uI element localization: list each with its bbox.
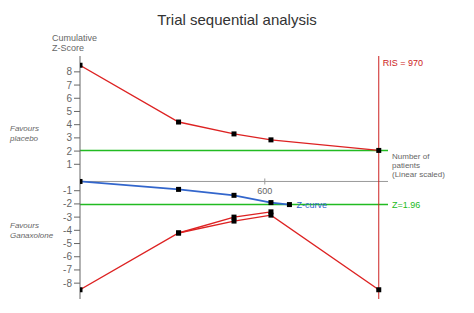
svg-text:3: 3: [66, 132, 72, 143]
svg-text:-4: -4: [63, 225, 72, 236]
svg-text:600: 600: [257, 186, 272, 196]
svg-text:4: 4: [66, 119, 72, 130]
svg-text:1: 1: [66, 159, 72, 170]
svg-text:Z-curve: Z-curve: [296, 200, 327, 210]
svg-text:2: 2: [66, 146, 72, 157]
html-text:Favours Ganaxolone: Favours Ganaxolone: [10, 221, 54, 240]
svg-text:-8: -8: [63, 278, 72, 289]
svg-text:-5: -5: [63, 238, 72, 249]
svg-text:7: 7: [66, 80, 72, 91]
html-text:Trial sequential analysis: Trial sequential analysis: [157, 11, 317, 28]
svg-text:Number ofpatients(Linear scale: Number ofpatients(Linear scaled): [392, 152, 445, 179]
svg-text:-7: -7: [63, 264, 72, 275]
svg-text:6: 6: [66, 93, 72, 104]
svg-text:RIS = 970: RIS = 970: [383, 58, 423, 68]
svg-text:-3: -3: [63, 212, 72, 223]
html-text:Favours placebo: Favours placebo: [10, 123, 39, 143]
html-text:Cumulative Z-Score: Cumulative Z-Score: [52, 33, 97, 53]
svg-text:8: 8: [66, 66, 72, 77]
svg-text:-2: -2: [63, 198, 72, 209]
svg-text:-6: -6: [63, 251, 72, 262]
svg-text:-1: -1: [63, 185, 72, 196]
svg-text:5: 5: [66, 106, 72, 117]
svg-text:Z=1.96: Z=1.96: [392, 200, 420, 210]
